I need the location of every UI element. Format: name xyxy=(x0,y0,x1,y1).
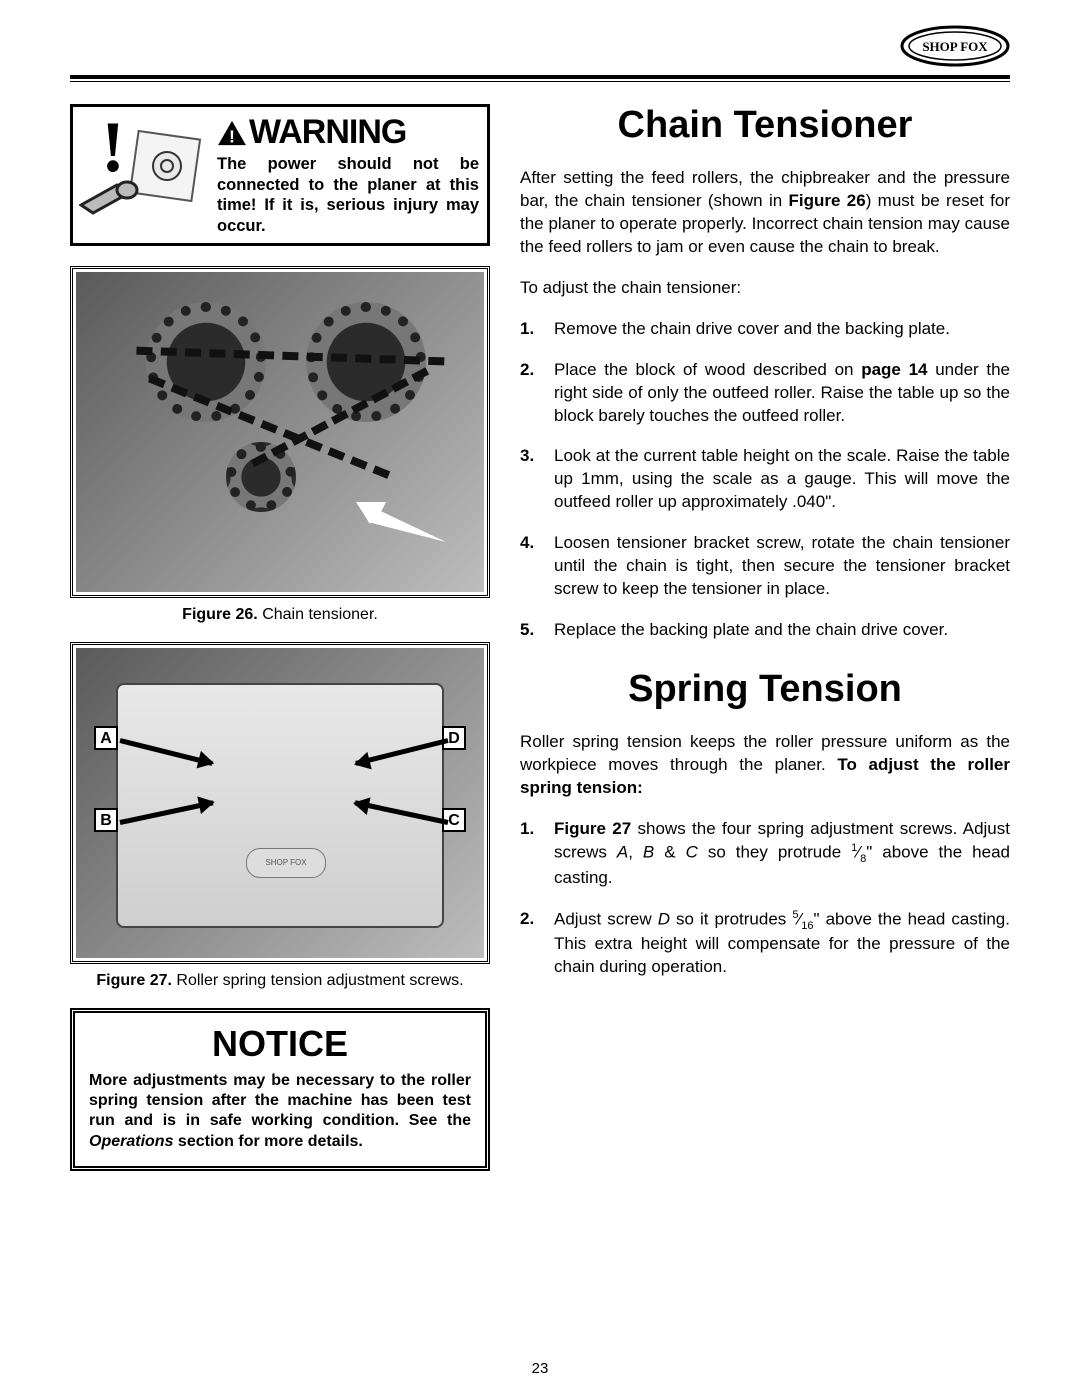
brand-logo: SHOP FOX xyxy=(900,25,1010,67)
header-rule-thin xyxy=(70,81,1010,82)
spring-step-2: Adjust screw D so it protrudes 5⁄16" abo… xyxy=(520,908,1010,980)
notice-body: More adjustments may be necessary to the… xyxy=(89,1071,471,1153)
warning-triangle-icon: ! xyxy=(217,120,247,146)
chain-steps: Remove the chain drive cover and the bac… xyxy=(520,318,1010,642)
notice-box: NOTICE More adjustments may be necessary… xyxy=(70,1008,490,1172)
figure-26-label: Figure 26. xyxy=(182,606,258,623)
page-number: 23 xyxy=(0,1360,1080,1377)
warning-illustration: ! xyxy=(79,113,209,228)
spring-steps: Figure 27 shows the four spring adjustme… xyxy=(520,818,1010,980)
chain-lead: To adjust the chain tensioner: xyxy=(520,277,1010,300)
figure-27-box: A B C D SHOP FOX xyxy=(70,642,490,964)
notice-title: NOTICE xyxy=(89,1023,471,1065)
chain-title: Chain Tensioner xyxy=(520,104,1010,147)
corner-label-b: B xyxy=(94,808,118,832)
figure-27-caption: Figure 27. Roller spring tension adjustm… xyxy=(70,972,490,990)
spring-intro: Roller spring tension keeps the roller p… xyxy=(520,731,1010,800)
chain-step-3: Look at the current table height on the … xyxy=(520,445,1010,514)
warning-box: ! ! WARNING T xyxy=(70,104,490,246)
figure-27-photo: A B C D SHOP FOX xyxy=(76,648,484,958)
chain-intro: After setting the feed rollers, the chip… xyxy=(520,167,1010,259)
brand-name: SHOP FOX xyxy=(922,39,988,54)
figure-26-caption: Figure 26. Chain tensioner. xyxy=(70,606,490,624)
figure-26-box xyxy=(70,266,490,598)
svg-text:!: ! xyxy=(229,126,235,146)
corner-label-a: A xyxy=(94,726,118,750)
page-header: SHOP FOX xyxy=(70,25,1010,67)
chain-step-4: Loosen tensioner bracket screw, rotate t… xyxy=(520,532,1010,601)
spring-title: Spring Tension xyxy=(520,668,1010,711)
warning-text: ! WARNING The power should not be connec… xyxy=(217,113,479,237)
right-column: Chain Tensioner After setting the feed r… xyxy=(520,104,1010,1171)
figure-26-photo xyxy=(76,272,484,592)
figure-26-arrow-icon xyxy=(356,502,446,542)
left-column: ! ! WARNING T xyxy=(70,104,490,1171)
spring-step-1: Figure 27 shows the four spring adjustme… xyxy=(520,818,1010,890)
header-rule-thick xyxy=(70,75,1010,79)
figure-27-badge: SHOP FOX xyxy=(246,848,326,878)
chain-step-5: Replace the backing plate and the chain … xyxy=(520,619,1010,642)
warning-body: The power should not be connected to the… xyxy=(217,154,479,237)
svg-text:!: ! xyxy=(101,113,125,187)
chain-step-1: Remove the chain drive cover and the bac… xyxy=(520,318,1010,341)
chain-step-2: Place the block of wood described on pag… xyxy=(520,359,1010,428)
figure-27-label: Figure 27. xyxy=(96,972,172,989)
warning-title: WARNING xyxy=(249,113,406,152)
content-columns: ! ! WARNING T xyxy=(70,104,1010,1171)
